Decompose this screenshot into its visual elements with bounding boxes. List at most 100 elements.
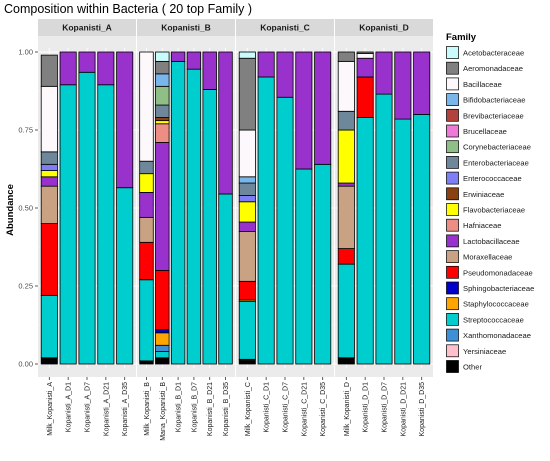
bar-segment-streptococcaceae xyxy=(155,351,170,359)
bar-mana-kopanisti-b xyxy=(155,51,170,365)
bar-segment-flavobacteriaceae xyxy=(155,120,170,125)
legend-label: Erwiniaceae xyxy=(463,190,504,199)
y-axis-label: Abundance xyxy=(5,184,16,236)
bar-segment-pseudomonadaceae xyxy=(139,241,154,281)
facet-panel-kopanisti-b: Kopanisti_B Milk_Kopanisti_B Mana_Kopanist… xyxy=(137,19,235,441)
bar-segment-acetobacteraceae xyxy=(238,51,256,59)
x-tick-label: Milk_Kopanisti_D xyxy=(344,382,351,436)
bar-segment-hafniaceae xyxy=(155,123,170,143)
bar-segment-bacillaceae xyxy=(356,53,374,59)
x-tick-label: Kopanisti_C_D7 xyxy=(283,382,290,433)
y-tick-label: 0.25 xyxy=(18,282,33,291)
bar-segment-streptococcaceae xyxy=(413,114,431,365)
bar-segment-moraxellaceae xyxy=(139,216,154,243)
bar-segment-streptococcaceae xyxy=(337,263,355,359)
legend-item-other: Other xyxy=(446,360,482,373)
legend-swatch xyxy=(446,156,459,169)
x-tick-label: Kopanisti_C_D35 xyxy=(320,382,327,437)
bar-segment-streptococcaceae xyxy=(375,93,393,365)
legend-swatch xyxy=(446,328,459,342)
legend-item-acetobacteraceae: Acetobacteraceae xyxy=(446,46,524,59)
bar-kopanisti-c-d1 xyxy=(257,51,275,365)
legend-item-corynebacteriaceae: Corynebacteriaceae xyxy=(446,140,531,154)
bar-segment-lactobacillaceae xyxy=(413,51,431,115)
bar-segment-other xyxy=(139,360,154,365)
chart-title: Composition within Bacteria ( 20 top Fam… xyxy=(4,2,252,16)
legend-label: Xanthomonadaceae xyxy=(463,331,531,340)
legend-item-bacillaceae: Bacillaceae xyxy=(446,77,502,91)
bar-kopanisti-a-d21 xyxy=(97,51,115,365)
bar-segment-lactobacillaceae xyxy=(337,182,355,187)
legend-label: Lactobacillaceae xyxy=(463,237,520,246)
bar-segment-streptococcaceae xyxy=(78,71,96,365)
facet-strip xyxy=(335,19,433,36)
bar-segment-streptococcaceae xyxy=(257,76,275,365)
bar-segment-aeromonadaceae xyxy=(40,54,58,87)
bar-segment-aeromonadaceae xyxy=(155,60,170,75)
y-tick-label: 1.00 xyxy=(18,48,33,57)
legend-label: Streptococcaceae xyxy=(463,315,524,324)
bar-segment-staphylococcaceae xyxy=(155,332,170,346)
facet-panel-kopanisti-a: Kopanisti_A Milk_Kopanisti_A Kopanisti_A_D… xyxy=(38,19,136,436)
bar-segment-bifidobacteriaceae xyxy=(155,73,170,87)
bar-segment-lactobacillaceae xyxy=(276,51,294,98)
legend-swatch xyxy=(446,344,459,358)
legend-item-brucellaceae: Brucellaceae xyxy=(446,124,507,138)
bar-kopanisti-c-d35 xyxy=(314,51,332,365)
x-tick-label: Milk_Kopanisti_C xyxy=(245,382,252,436)
bar-segment-streptococcaceae xyxy=(202,89,217,365)
legend-label: Corynebacteriaceae xyxy=(463,143,531,152)
bar-segment-lactobacillaceae xyxy=(116,51,134,189)
y-axis: 0.00 0.25 0.50 0.75 1.00 xyxy=(18,48,38,369)
x-tick-label: Kopanisti_C_D21 xyxy=(301,382,308,437)
bar-segment-lactobacillaceae xyxy=(314,51,332,165)
legend-swatch xyxy=(446,171,459,185)
x-tick-label: Kopanisti_B_D7 xyxy=(191,382,198,432)
bar-segment-other xyxy=(337,357,355,365)
bar-kopanisti-b-d1 xyxy=(170,51,186,365)
bar-kopanisti-c-d7 xyxy=(276,51,294,365)
legend-swatch xyxy=(446,313,459,326)
legend-label: Brevibacteriaceae xyxy=(463,111,524,120)
bar-segment-bacillaceae xyxy=(337,60,355,112)
bar-segment-moraxellaceae xyxy=(40,185,58,225)
bar-segment-lactobacillaceae xyxy=(139,191,154,218)
x-tick-label: Kopanisti_B_D1 xyxy=(176,382,183,432)
bar-segment-enterobacteriaceae xyxy=(155,104,170,118)
legend-label: Brucellaceae xyxy=(463,127,507,136)
x-tick-label: Milk_Kopanisti_B xyxy=(144,382,151,436)
x-tick-label: Kopanisti_D_D7 xyxy=(382,382,389,433)
bar-segment-streptococcaceae xyxy=(394,118,412,365)
legend-item-staphylococcaceae: Staphylococcaceae xyxy=(446,297,529,311)
bar-segment-enterobacteriaceae xyxy=(40,151,58,165)
x-tick-label: Kopanisti_C_D1 xyxy=(264,382,271,433)
legend-items: Acetobacteraceae Aeromonadaceae Bacillacea… xyxy=(446,46,534,373)
bar-segment-streptococcaceae xyxy=(186,68,202,365)
legend-item-enterobacteriaceae: Enterobacteriaceae xyxy=(446,155,529,169)
legend-label: Aeromonadaceae xyxy=(463,64,523,73)
bar-segment-lactobacillaceae xyxy=(155,142,170,271)
bar-segment-lactobacillaceae xyxy=(257,51,275,78)
legend-item-streptococcaceae: Streptococcaceae xyxy=(446,312,524,326)
legend-label: Yersiniaceae xyxy=(463,347,506,356)
x-tick-label: Kopanisti_D_D21 xyxy=(400,382,407,437)
bar-segment-streptococcaceae xyxy=(238,301,256,360)
bar-segment-streptococcaceae xyxy=(314,163,332,365)
legend-swatch xyxy=(446,234,459,248)
legend-swatch xyxy=(446,140,459,154)
bar-segment-streptococcaceae xyxy=(59,84,77,365)
legend-item-bifidobacteriaceae: Bifidobacteriaceae xyxy=(446,93,525,107)
x-tick-label: Kopanisti_A_D21 xyxy=(103,382,110,436)
legend-item-hafniaceae: Hafniaceae xyxy=(446,218,501,232)
bar-segment-streptococcaceae xyxy=(356,117,374,365)
legend-swatch xyxy=(446,360,459,373)
legend-label: Hafniaceae xyxy=(463,221,501,230)
legend-swatch xyxy=(446,218,459,232)
legend-label: Bacillaceae xyxy=(463,80,502,89)
y-tick-label: 0.00 xyxy=(18,360,33,369)
bar-segment-corynebacteriaceae xyxy=(155,85,170,106)
bar-segment-streptococcaceae xyxy=(170,60,186,365)
legend-label: Bifidobacteriaceae xyxy=(463,96,525,105)
bar-segment-enterococcaceae xyxy=(238,195,256,203)
legend-label: Acetobacteraceae xyxy=(463,49,524,58)
